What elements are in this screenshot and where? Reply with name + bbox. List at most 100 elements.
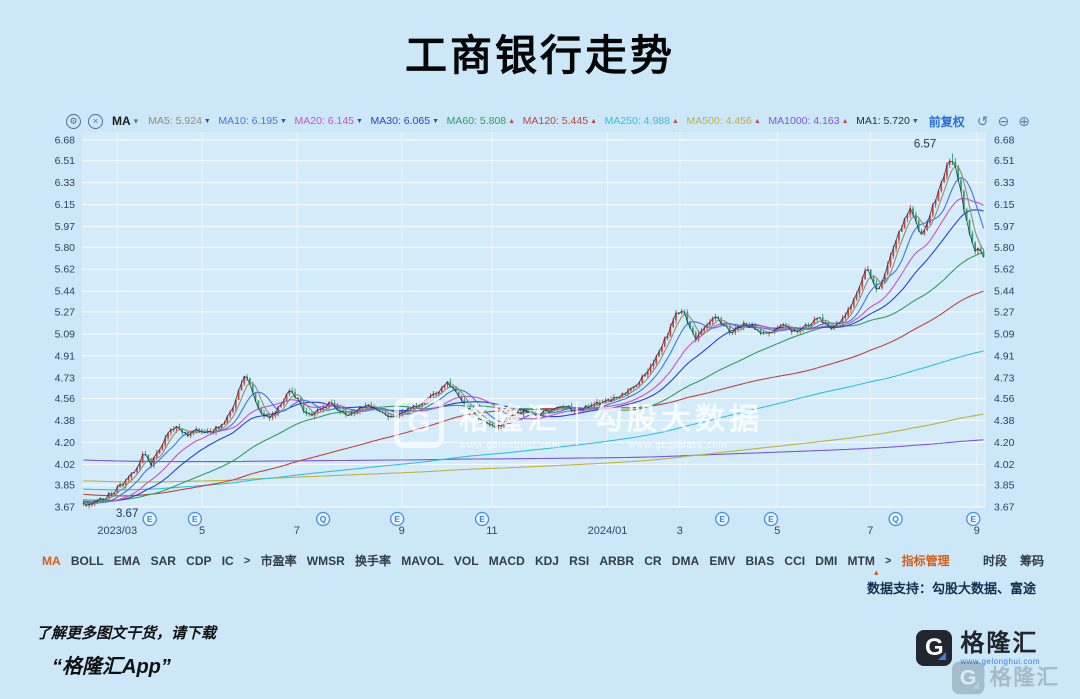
candle-body: [514, 414, 517, 416]
event-marker-E[interactable]: E: [142, 511, 157, 527]
tab-指标管理[interactable]: 指标管理: [901, 554, 950, 568]
y-axis-label-left: 4.20: [55, 437, 76, 449]
candle-body: [793, 329, 796, 332]
zoom-out-icon[interactable]: ⊖: [997, 113, 1010, 129]
remove-indicator-icon[interactable]: ×: [88, 113, 103, 129]
event-marker-E[interactable]: E: [389, 511, 405, 527]
event-marker-ring: [474, 511, 490, 527]
candle-body: [469, 407, 471, 410]
tab-wmsr[interactable]: WMSR: [306, 553, 345, 568]
tab-mtm[interactable]: MTM: [847, 553, 875, 568]
legend-ma20-value: MA20: 6.145: [294, 115, 355, 127]
legend-ma250[interactable]: MA250: 4.988 ▲: [605, 115, 679, 127]
candle-body: [745, 323, 748, 326]
tab-emv[interactable]: EMV: [709, 553, 736, 568]
legend-ma500[interactable]: MA500: 4.456 ▲: [686, 115, 760, 127]
candle-body: [181, 428, 184, 433]
y-axis-label-left: 3.85: [55, 480, 76, 492]
event-marker-Q[interactable]: Q: [315, 511, 331, 527]
legend-ma1[interactable]: MA1: 5.720 ▼: [856, 115, 919, 127]
candle-body: [370, 404, 373, 407]
y-axis-label-left: 5.80: [55, 242, 76, 254]
candle-body: [138, 462, 141, 468]
tab-more-chevron-icon[interactable]: >: [885, 554, 892, 567]
candle-body: [785, 324, 787, 326]
gelonghui-logo: G 格隆汇 www.gelonghui.com: [916, 630, 1040, 666]
candle-body: [742, 323, 745, 328]
legend-ma20[interactable]: MA20: 6.145 ▼: [294, 115, 362, 127]
start-low-label: 3.67: [116, 508, 138, 520]
candle-body: [697, 334, 700, 340]
tab-dmi[interactable]: DMI: [815, 553, 838, 568]
event-marker-Q[interactable]: Q: [888, 511, 903, 527]
event-marker-E[interactable]: E: [715, 511, 730, 527]
event-marker-E[interactable]: E: [474, 511, 490, 527]
event-marker-E[interactable]: E: [966, 511, 981, 527]
candle-body: [350, 412, 353, 416]
candle-body: [288, 390, 291, 395]
candle-body: [220, 424, 223, 429]
y-axis-label-left: 5.62: [55, 264, 76, 276]
candle-body: [313, 412, 316, 416]
tab-ic[interactable]: IC: [221, 553, 234, 568]
legend-ma120[interactable]: MA120: 5.445 ▲: [523, 115, 597, 127]
tab-arbr[interactable]: ARBR: [599, 553, 635, 568]
legend-ma10[interactable]: MA10: 6.195 ▼: [218, 115, 286, 127]
tab-cdp[interactable]: CDP: [186, 553, 212, 568]
legend-ma120-value: MA120: 5.445: [522, 115, 589, 127]
candle-body: [728, 326, 731, 333]
forward-adjust-button[interactable]: 前复权: [928, 114, 965, 129]
undo-icon[interactable]: ↺: [976, 113, 989, 129]
tab-mavol[interactable]: MAVOL: [401, 553, 444, 568]
tab-macd[interactable]: MACD: [488, 553, 525, 568]
plot-background: [82, 132, 985, 507]
tab-vol[interactable]: VOL: [453, 553, 479, 568]
tab-boll[interactable]: BOLL: [70, 553, 104, 568]
tab-ema[interactable]: EMA: [113, 553, 141, 568]
candle-body: [914, 214, 917, 221]
tab-dma[interactable]: DMA: [671, 553, 700, 568]
tab-sar[interactable]: SAR: [150, 553, 176, 568]
candle-body: [438, 392, 440, 394]
candle-body: [282, 400, 285, 405]
event-marker-letter: E: [719, 514, 725, 524]
tab-rsi[interactable]: RSI: [569, 553, 590, 568]
peak-price-label: 6.57: [914, 138, 936, 150]
chevron-down-icon[interactable]: ▾: [133, 115, 139, 126]
candle-body: [508, 418, 511, 420]
tab-时段[interactable]: 时段: [982, 554, 1007, 568]
tab-筹码[interactable]: 筹码: [1019, 554, 1044, 568]
event-marker-ring: [715, 511, 730, 527]
gelonghui-logo-watermark: G 格隆汇: [952, 661, 1060, 695]
candle-body: [872, 276, 875, 283]
legend-ma30[interactable]: MA30: 6.065 ▼: [371, 115, 439, 127]
x-axis-label: 7: [867, 525, 873, 537]
y-axis-label-left: 4.91: [55, 350, 76, 362]
tab-ma[interactable]: MA: [42, 553, 61, 568]
legend-ma5[interactable]: MA5: 5.924 ▼: [148, 115, 211, 127]
tab-bias[interactable]: BIAS: [745, 553, 775, 568]
zoom-in-icon[interactable]: ⊕: [1018, 113, 1030, 129]
candle-body: [240, 383, 243, 391]
tab-市盈率[interactable]: 市盈率: [260, 554, 297, 568]
legend-ma500-value: MA500: 4.456: [686, 115, 752, 127]
tab-cr[interactable]: CR: [644, 553, 662, 568]
legend-ma60[interactable]: MA60: 5.808 ▲: [447, 115, 515, 127]
candle-body: [246, 376, 248, 379]
tab-换手率[interactable]: 换手率: [354, 554, 391, 568]
candle-body: [912, 208, 914, 215]
candle-body: [387, 414, 390, 417]
candle-body: [217, 426, 220, 429]
legend-ma1000[interactable]: MA1000: 4.163 ▲: [768, 115, 848, 127]
settings-icon[interactable]: ⚙: [66, 113, 81, 129]
candle-body: [629, 388, 632, 391]
candle-body: [598, 402, 601, 405]
candle-body: [232, 407, 234, 413]
event-marker-E[interactable]: E: [763, 511, 779, 527]
tab-more-chevron-icon[interactable]: >: [243, 554, 251, 567]
tab-cci[interactable]: CCI: [784, 553, 806, 568]
event-marker-E[interactable]: E: [187, 511, 203, 527]
tab-kdj[interactable]: KDJ: [534, 553, 559, 568]
ma-indicator-selector[interactable]: MA: [112, 114, 131, 128]
